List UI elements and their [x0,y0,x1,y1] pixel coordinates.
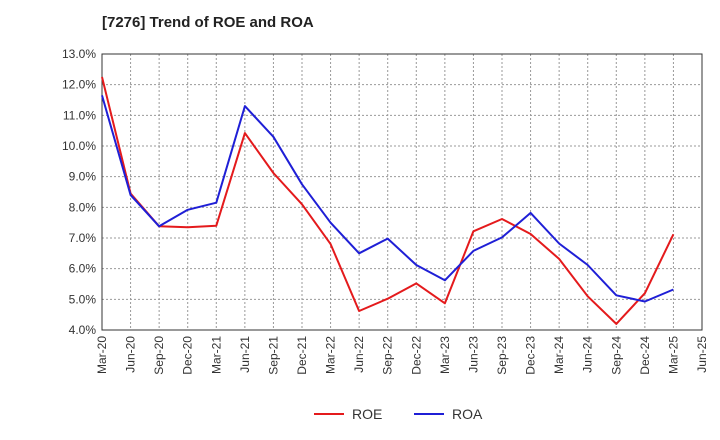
y-tick-label: 6.0% [69,262,97,276]
legend-label-roa: ROA [452,406,483,422]
x-tick-label: Jun-20 [124,336,138,373]
x-tick-label: Jun-25 [695,336,709,373]
x-tick-label: Mar-20 [95,336,109,374]
x-tick-label: Sep-22 [381,336,395,375]
x-tick-label: Sep-24 [609,336,623,375]
axes: 4.0% 5.0% 6.0% 7.0% 8.0% 9.0% 10.0% 11.0% 12.0% 1… [62,47,709,375]
chart-title: [7276] Trend of ROE and ROA [102,14,314,31]
x-tick-label: Jun-21 [238,336,252,373]
plot-border [101,53,703,331]
y-tick-label: 10.0% [62,139,96,153]
x-tick-label: Mar-21 [209,336,223,374]
x-tick-label: Dec-20 [181,336,195,375]
x-tick-label: Mar-25 [666,336,680,374]
x-tick-label: Jun-23 [466,336,480,373]
x-tick-label: Dec-23 [524,336,538,375]
x-tick-label: Sep-21 [266,336,280,375]
x-tick-label: Jun-24 [581,336,595,373]
x-tick-label: Sep-20 [152,336,166,375]
x-tick-label: Mar-24 [552,336,566,374]
series-line-roa [101,95,674,303]
y-tick-label: 8.0% [69,200,97,214]
series [101,76,675,325]
y-tick-label: 13.0% [62,47,96,61]
x-tick-label: Mar-23 [438,336,452,374]
x-tick-label: Dec-21 [295,336,309,375]
y-tick-label: 9.0% [69,170,97,184]
x-tick-label: Dec-22 [409,336,423,375]
grid [102,54,702,330]
legend-label-roe: ROE [352,406,382,422]
y-tick-label: 11.0% [63,108,96,122]
x-tick-label: Dec-24 [638,336,652,375]
x-tick-label: Jun-22 [352,336,366,373]
y-tick-label: 5.0% [69,292,97,306]
y-tick-label: 4.0% [69,323,97,337]
x-tick-label: Sep-23 [495,336,509,375]
legend: ROE ROA [314,406,483,422]
y-tick-label: 7.0% [69,231,97,245]
series-line-roe [101,76,675,325]
y-tick-label: 12.0% [62,78,96,92]
x-tick-label: Mar-22 [324,336,338,374]
